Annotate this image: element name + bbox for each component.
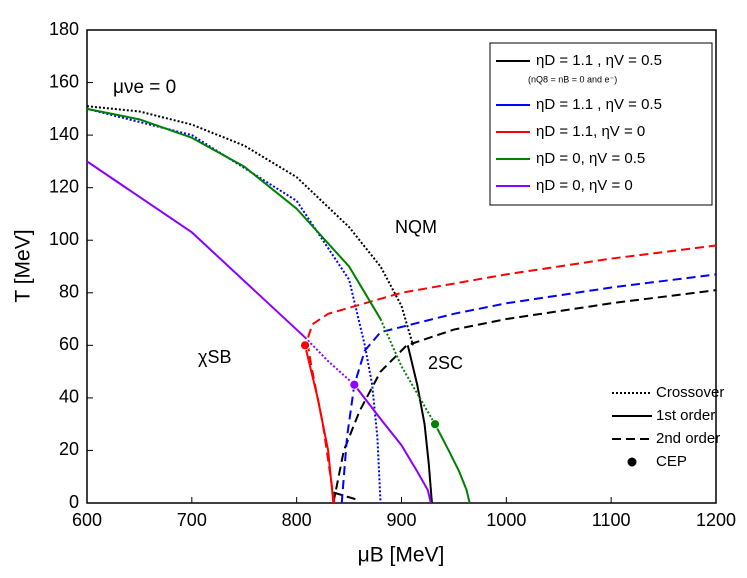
x-tick-label: 800 xyxy=(282,510,312,530)
legend-box xyxy=(489,42,713,206)
phase-line xyxy=(306,244,717,504)
y-tick-label: 140 xyxy=(49,124,79,144)
x-tick-label: 600 xyxy=(72,510,102,530)
phase-line xyxy=(406,345,433,504)
style-label: 1st order xyxy=(656,407,715,424)
annotation: NQM xyxy=(395,217,437,237)
cep-swatch xyxy=(627,457,637,467)
legend-label: ηD = 0, ηV = 0.5 xyxy=(536,150,645,167)
annotation: χSB xyxy=(198,347,231,367)
legend-note: (nQ8 = nB = 0 and e⁻) xyxy=(528,74,617,84)
phase-line xyxy=(333,491,360,502)
cep-point xyxy=(300,340,310,351)
x-tick-label: 1100 xyxy=(592,510,631,530)
phase-line xyxy=(332,289,717,504)
legend-label: ηD = 1.1 , ηV = 0.5 xyxy=(536,96,662,113)
style-label: CEP xyxy=(656,453,687,470)
y-tick-label: 80 xyxy=(59,282,79,302)
y-tick-label: 40 xyxy=(59,387,79,407)
x-tick-label: 700 xyxy=(177,510,207,530)
cep-point xyxy=(430,419,440,430)
cep-point xyxy=(349,379,360,390)
annotation: μνe = 0 xyxy=(113,77,176,98)
phase-line xyxy=(86,160,306,339)
phase-line xyxy=(340,273,717,504)
style-label: 2nd order xyxy=(656,430,720,447)
y-tick-label: 0 xyxy=(69,492,79,512)
y-tick-label: 100 xyxy=(49,229,79,249)
phase-line xyxy=(379,318,436,425)
y-tick-label: 180 xyxy=(49,19,79,39)
phase-line xyxy=(86,105,414,346)
x-tick-label: 900 xyxy=(386,510,416,530)
phase-line xyxy=(86,107,382,320)
annotation: 2SC xyxy=(428,353,463,373)
style-label: Crossover xyxy=(656,384,724,401)
phase-line xyxy=(86,107,382,504)
legend-label: ηD = 0, ηV = 0 xyxy=(536,177,633,194)
legend-label: ηD = 1.1 , ηV = 0.5 xyxy=(536,52,662,69)
y-tick-label: 60 xyxy=(59,334,79,354)
legend-label: ηD = 1.1, ηV = 0 xyxy=(536,123,645,140)
x-tick-label: 1200 xyxy=(696,510,736,530)
x-tick-label: 1000 xyxy=(486,510,526,530)
phase-line xyxy=(434,423,471,504)
x-axis-label: μB [MeV] xyxy=(358,544,445,567)
y-tick-label: 20 xyxy=(59,439,79,459)
y-axis-label: T [MeV] xyxy=(12,229,35,302)
phase-line xyxy=(353,384,432,504)
y-tick-label: 160 xyxy=(49,71,79,91)
phase-line xyxy=(304,345,335,504)
phase-line xyxy=(304,336,355,386)
y-tick-label: 120 xyxy=(49,176,79,196)
